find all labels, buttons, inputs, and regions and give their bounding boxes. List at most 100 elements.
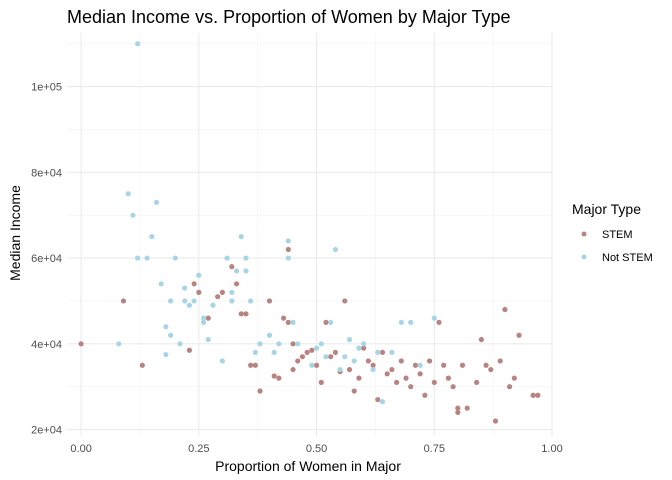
stem-point <box>219 289 225 295</box>
stem-point <box>252 362 258 368</box>
stem-point <box>238 311 244 317</box>
not-stem-point <box>177 341 183 347</box>
not-stem-point <box>135 255 141 261</box>
stem-point <box>394 379 400 386</box>
x-axis-ticks: 0.00 0.25 0.50 0.75 1.00 <box>70 443 562 455</box>
y-tick-label: 6e+04 <box>31 253 62 265</box>
stem-point <box>403 375 409 381</box>
stem-point <box>483 362 489 368</box>
not-stem-point <box>295 341 301 347</box>
stem-point <box>248 362 254 368</box>
not-stem-point <box>431 315 437 321</box>
stem-point <box>271 373 277 379</box>
not-stem-point <box>342 354 348 360</box>
stem-point <box>318 379 324 386</box>
not-stem-point <box>248 298 254 304</box>
legend: Major Type STEM Not STEM <box>572 201 653 264</box>
stem-point <box>191 281 197 287</box>
not-stem-point <box>408 319 414 325</box>
stem-point <box>497 358 503 364</box>
not-stem-point <box>196 272 202 278</box>
not-stem-point <box>318 341 324 347</box>
stem-point <box>257 388 263 394</box>
stem-point <box>441 362 447 368</box>
not-stem-point <box>337 366 343 373</box>
stem-point <box>530 392 536 398</box>
stem-point <box>290 341 296 347</box>
stem-point <box>417 371 423 377</box>
not-stem-point <box>210 302 216 308</box>
not-stem-point <box>323 354 329 360</box>
not-stem-point <box>153 199 160 205</box>
stem-point <box>502 306 508 313</box>
plot-area <box>67 33 553 436</box>
not-stem-point <box>200 319 207 325</box>
stem-point <box>492 418 499 424</box>
stem-point <box>412 362 419 368</box>
legend-stem-marker <box>581 231 587 237</box>
stem-point <box>281 315 287 321</box>
stem-point <box>535 392 541 398</box>
not-stem-point <box>205 336 211 343</box>
stem-point <box>408 384 414 390</box>
stem-point <box>295 358 301 364</box>
not-stem-point <box>309 362 315 368</box>
stem-point <box>361 345 367 351</box>
not-stem-point <box>191 298 197 304</box>
stem-point <box>375 396 381 403</box>
stem-point <box>379 349 386 355</box>
legend-title: Major Type <box>572 201 641 217</box>
not-stem-point <box>167 332 174 338</box>
stem-points <box>78 246 541 424</box>
not-stem-point <box>361 341 367 347</box>
stem-point <box>478 336 484 343</box>
grid-major <box>67 33 553 436</box>
y-tick-label: 8e+04 <box>31 167 62 179</box>
not-stem-point <box>332 246 338 253</box>
not-stem-point <box>182 298 188 304</box>
stem-point <box>285 246 291 253</box>
stem-point <box>507 384 513 390</box>
not-stem-point <box>351 358 357 364</box>
not-stem-point <box>144 255 150 261</box>
not-stem-point <box>243 255 249 261</box>
not-stem-point <box>379 399 386 405</box>
not-stem-point <box>257 341 263 347</box>
not-stem-point <box>398 319 404 325</box>
not-stem-point <box>313 345 320 351</box>
stem-point <box>365 358 371 364</box>
not-stem-point <box>219 358 225 364</box>
stem-point <box>309 347 315 353</box>
x-tick-label: 0.25 <box>188 443 209 455</box>
stem-point <box>459 362 466 368</box>
stem-point <box>384 371 390 377</box>
stem-point <box>422 392 428 398</box>
x-tick-label: 0.00 <box>70 443 91 455</box>
not-stem-point <box>285 238 291 244</box>
y-tick-label: 2e+04 <box>31 425 62 437</box>
stem-point <box>78 341 84 347</box>
not-stem-point <box>182 285 188 291</box>
not-stem-point <box>238 234 244 240</box>
stem-point <box>445 375 452 381</box>
stem-point <box>455 409 461 416</box>
stem-point <box>356 375 362 381</box>
stem-point <box>304 349 310 355</box>
x-tick-label: 1.00 <box>541 443 562 455</box>
stem-point <box>205 315 211 321</box>
stem-point <box>290 366 296 373</box>
not-stem-point <box>163 351 169 358</box>
stem-point <box>346 366 353 373</box>
stem-point <box>299 354 306 360</box>
stem-point <box>332 349 338 355</box>
x-tick-label: 0.50 <box>306 443 327 455</box>
not-stem-point <box>285 255 291 261</box>
not-stem-point <box>271 349 277 355</box>
stem-point <box>323 319 329 325</box>
not-stem-point <box>266 332 273 338</box>
not-stem-point <box>328 319 334 325</box>
not-stem-point <box>356 345 362 351</box>
not-stem-point <box>290 319 296 325</box>
not-stem-point <box>149 234 155 240</box>
